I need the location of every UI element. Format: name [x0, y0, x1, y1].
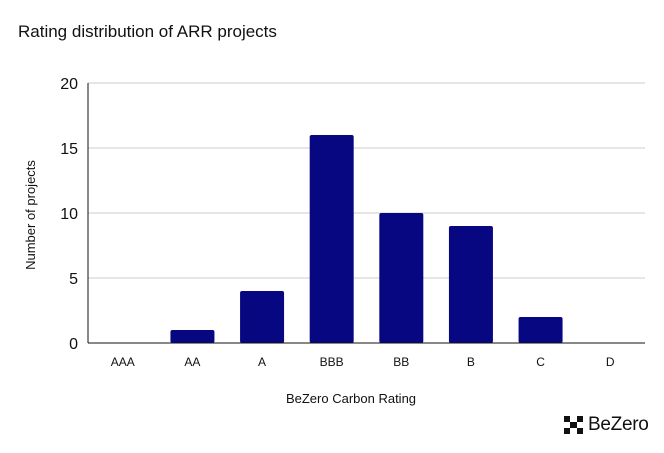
- x-tick-label: C: [536, 355, 545, 369]
- x-tick-label: AA: [184, 355, 200, 369]
- y-tick-labels: 0 5 10 15 20: [60, 76, 78, 353]
- y-tick-label: 0: [69, 336, 78, 353]
- chart-title: Rating distribution of ARR projects: [18, 22, 277, 41]
- x-axis-title: BeZero Carbon Rating: [286, 391, 416, 406]
- x-tick-label: A: [258, 355, 266, 369]
- bar-c: [518, 317, 563, 343]
- x-tick-label: AAA: [111, 355, 135, 369]
- y-tick-label: 10: [60, 206, 78, 223]
- bar-b: [448, 226, 493, 343]
- x-tick-label: D: [606, 355, 615, 369]
- y-axis-title: Number of projects: [23, 160, 38, 270]
- y-tick-label: 20: [60, 76, 78, 93]
- x-tick-label: B: [467, 355, 475, 369]
- bezero-logo: BeZero: [564, 414, 649, 436]
- x-tick-label: BB: [393, 355, 409, 369]
- bars: [170, 135, 563, 343]
- y-tick-label: 15: [60, 141, 78, 158]
- x-category-labels: AAA AA A BBB BB B C D: [111, 355, 615, 369]
- bezero-logo-icon: [564, 416, 583, 434]
- bezero-logo-text: BeZero: [588, 414, 649, 435]
- bar-bb: [379, 213, 424, 343]
- bar-bbb: [309, 135, 354, 343]
- x-tick-label: BBB: [320, 355, 344, 369]
- bar-aa: [170, 330, 215, 343]
- bar-a: [240, 291, 285, 343]
- y-tick-label: 5: [69, 271, 78, 288]
- gridlines: [88, 82, 645, 279]
